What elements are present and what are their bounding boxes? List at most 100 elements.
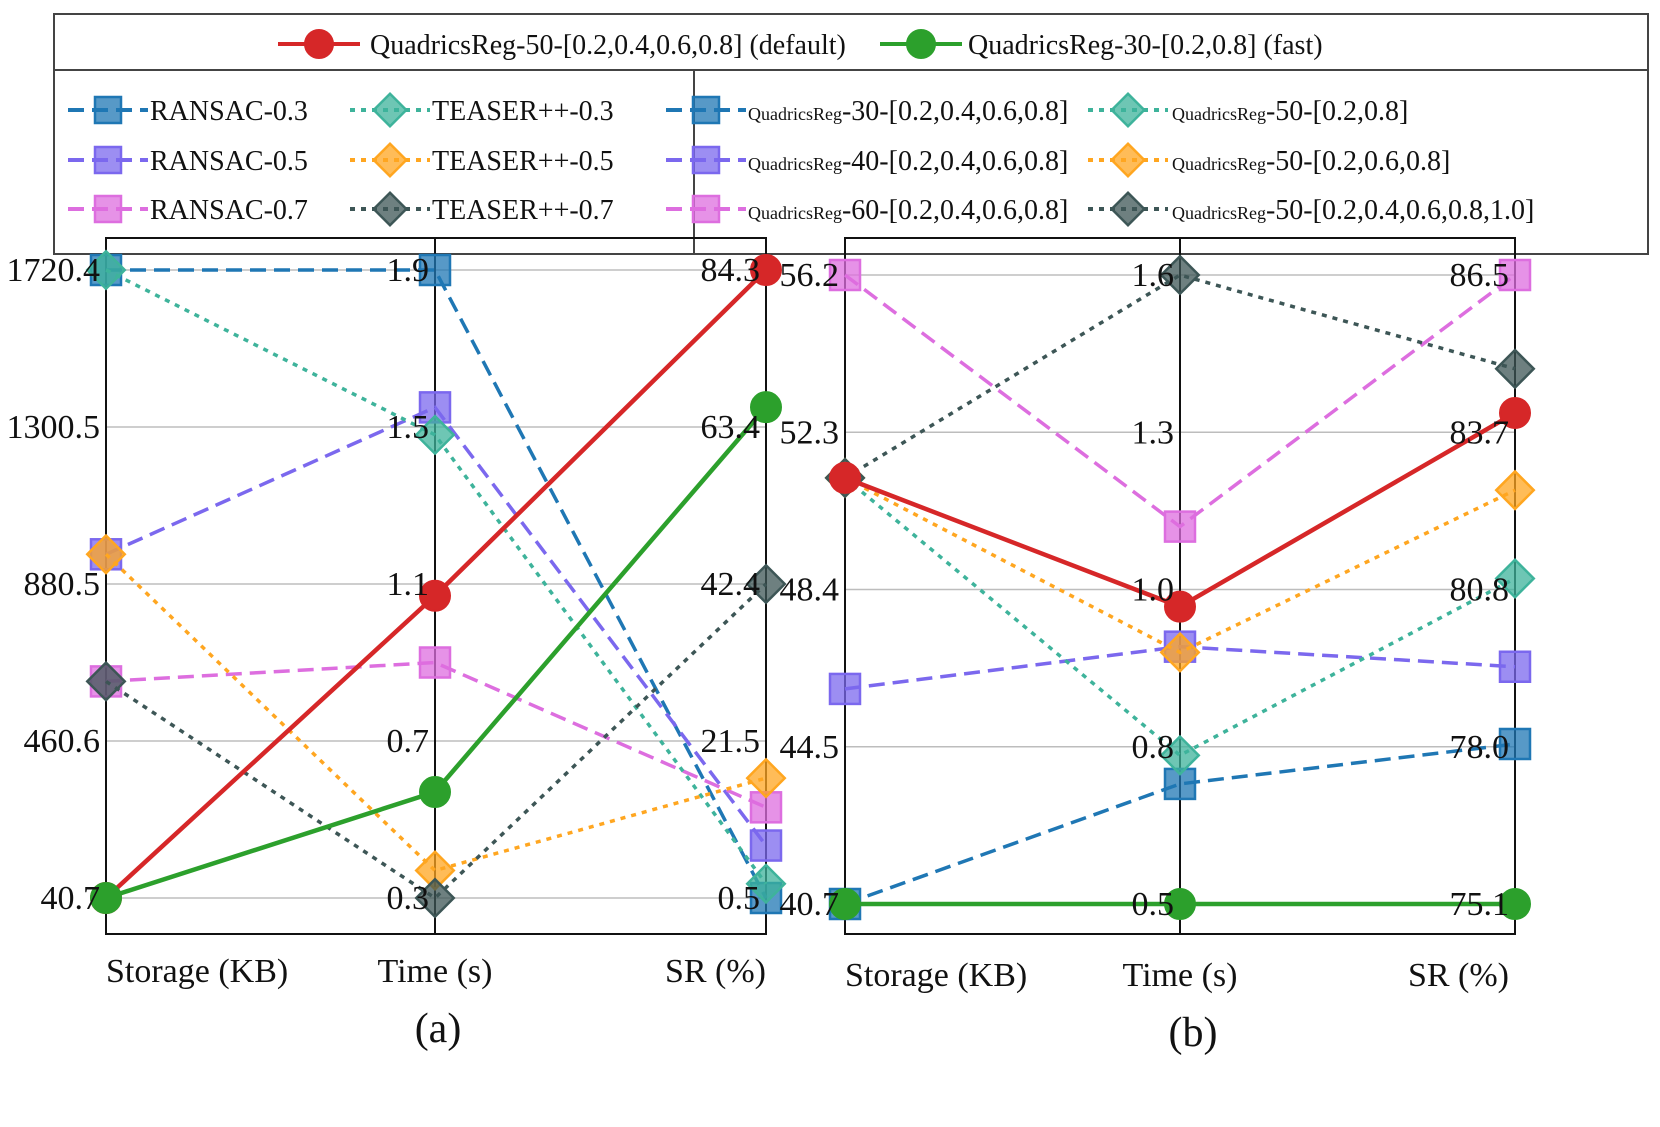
panel-a-point-storage-kb-shape xyxy=(85,660,127,702)
legend-item-quadricsreg-30-0-2-0-4-0-6-0-8-label: QuadricsReg-30-[0.2,0.4,0.6,0.8] xyxy=(748,96,1068,127)
legend-item-quadricsreg-50-0-2-0-8-label-suffix: -50-[0.2,0.8] xyxy=(1266,96,1408,127)
panel-a-point-time-s xyxy=(418,253,452,287)
panel-a-tick-label: 0.7 xyxy=(387,723,430,760)
legend-item-ransac-0-3-marker xyxy=(93,95,123,125)
legend-item-quadricsreg-30-0-2-0-4-0-6-0-8-marker xyxy=(691,95,721,125)
panel-b-tick-label: 78.0 xyxy=(1450,729,1510,766)
panel-b-point-sr-shape xyxy=(1494,348,1536,390)
legend-item-quadricsreg-50-0-2-0-4-0-6-0-8-default-marker xyxy=(304,29,334,59)
panel-a-point-sr xyxy=(749,829,783,862)
legend-item-ransac-0-7-sample xyxy=(68,194,148,224)
panel-a-point-time-s xyxy=(414,877,456,919)
legend-item-teaser-0-7-marker xyxy=(371,190,409,228)
legend-item-teaser-0-5-marker-shape xyxy=(371,141,409,179)
panel-b-tick-label: 83.7 xyxy=(1450,414,1510,451)
panel-b-axis-name-storage-kb: Storage (KB) xyxy=(845,957,1027,994)
panel-a-series-line xyxy=(105,660,767,809)
legend-item-quadricsreg-50-0-2-0-8-marker xyxy=(1109,91,1147,129)
panel-a-series-quadricsreg-30-0-2-0-8-fast xyxy=(90,391,782,914)
panel-b-series-line xyxy=(843,476,1516,758)
legend-item-quadricsreg-50-0-2-0-4-0-6-0-8-default-sample xyxy=(278,29,360,59)
panel-b-tick-label: 40.7 xyxy=(780,886,840,923)
legend-item-teaser-0-7-label: TEASER++-0.7 xyxy=(432,195,614,226)
legend-item-ransac-0-7-marker xyxy=(93,194,123,224)
legend-item-ransac-0-7-label: RANSAC-0.7 xyxy=(150,195,308,226)
panel-b-point-time-s-shape xyxy=(1159,254,1201,296)
panel-b: 40.7 44.5 48.4 52.3 56.2 0.5 0.8 1.0 1.3 1.6 75.1 7… xyxy=(780,237,1536,1056)
panel-b-point-time-s xyxy=(1159,734,1201,776)
panel-a-point-storage-kb xyxy=(85,660,127,702)
legend-item-quadricsreg-30-0-2-0-8-fast-sample xyxy=(880,29,962,59)
panel-b-point-sr-shape xyxy=(1498,258,1532,292)
panel-b-axis-name-sr: SR (%) xyxy=(1408,957,1509,994)
panel-a-point-sr xyxy=(750,391,782,424)
legend-item-ransac-0-5-label: RANSAC-0.5 xyxy=(150,146,308,177)
panel-a-point-time-s xyxy=(418,646,452,679)
panel-b-point-time-s xyxy=(1159,254,1201,296)
panel-a-tick-label: 0.5 xyxy=(718,880,761,917)
panel-a-point-sr-shape xyxy=(745,757,787,799)
legend-item-quadricsreg-50-0-2-0-4-0-6-0-8-1-0-label-suffix: -50-[0.2,0.4,0.6,0.8,1.0] xyxy=(1266,195,1534,226)
legend-item-quadricsreg-30-0-2-0-4-0-6-0-8-marker-shape xyxy=(691,95,721,125)
panel-b-point-sr xyxy=(1498,727,1532,761)
legend-item-teaser-0-3-sample xyxy=(350,91,430,129)
legend-item-ransac-0-5-marker-shape xyxy=(93,145,123,175)
panel-b-point-time-s-shape xyxy=(1163,510,1197,543)
panel-b-point-storage-kb-shape xyxy=(828,672,862,706)
panel-b-tick-label: 1.0 xyxy=(1132,572,1175,609)
panel-a-tick-label: 40.7 xyxy=(41,880,101,917)
panel-b-tick-label: 44.5 xyxy=(780,729,840,766)
panel-a-point-time-s xyxy=(414,414,456,456)
legend-item-quadricsreg-40-0-2-0-4-0-6-0-8-marker xyxy=(691,145,721,175)
panel-b-tick-label: 0.5 xyxy=(1132,886,1175,923)
panel-b-point-storage-kb xyxy=(828,672,862,706)
panel-a-series-line xyxy=(106,268,768,899)
panel-a-point-time-s xyxy=(419,776,451,809)
panel-a-tick-label: 1300.5 xyxy=(7,409,101,446)
legend-item-teaser-0-5-marker xyxy=(371,141,409,179)
panel-a-point-storage-kb xyxy=(85,533,127,575)
panel-a-tick-label: 460.6 xyxy=(24,723,101,760)
legend-item-quadricsreg-50-0-2-0-4-0-6-0-8-1-0-label-prefix: QuadricsReg xyxy=(1172,203,1266,223)
panel-b-tick-label: 1.6 xyxy=(1132,257,1175,294)
legend-item-quadricsreg-50-0-2-0-4-0-6-0-8-1-0-marker xyxy=(1109,190,1147,228)
legend-item-teaser-0-3-label: TEASER++-0.3 xyxy=(432,96,614,127)
panel-a-axis-name-storage-kb: Storage (KB) xyxy=(106,953,288,990)
panel-a: 40.7 460.6 880.5 1300.5 1720.4 0.3 0.7 1.1 1.5 1.… xyxy=(7,237,787,1052)
legend-item-teaser-0-5-sample xyxy=(350,141,430,179)
panel-b-point-storage-kb-shape xyxy=(828,258,862,292)
panel-a-point-sr xyxy=(745,563,787,605)
legend-item-ransac-0-5-sample xyxy=(68,145,148,175)
legend-item-quadricsreg-40-0-2-0-4-0-6-0-8-label-suffix: -40-[0.2,0.4,0.6,0.8] xyxy=(842,146,1068,177)
panel-b-tick-label: 48.4 xyxy=(780,572,840,609)
panel-a-tick-label: 63.4 xyxy=(701,409,761,446)
panel-a-point-sr xyxy=(745,863,787,905)
panel-a-point-time-s xyxy=(419,579,451,612)
legend-item-teaser-0-3-marker-shape xyxy=(371,91,409,129)
panel-a-label: (a) xyxy=(415,1006,462,1052)
panel-b-point-storage-kb xyxy=(829,461,861,494)
panel-b-point-sr xyxy=(1494,557,1536,599)
panel-a-tick-label: 84.3 xyxy=(701,252,761,289)
panel-a-point-sr-shape xyxy=(745,563,787,605)
panel-a-axis-name-time-s: Time (s) xyxy=(378,953,493,990)
legend-item-quadricsreg-50-0-2-0-4-0-6-0-8-1-0-marker-shape xyxy=(1109,190,1147,228)
panel-b-tick-label: 75.1 xyxy=(1450,886,1510,923)
legend-item-quadricsreg-50-0-2-0-4-0-6-0-8-1-0-sample xyxy=(1088,190,1168,228)
legend-item-ransac-0-3-marker-shape xyxy=(93,95,123,125)
legend-item-quadricsreg-30-0-2-0-8-fast-label: QuadricsReg-30-[0.2,0.8] (fast) xyxy=(968,30,1323,61)
panel-b-point-sr xyxy=(1498,650,1532,683)
panel-b-point-storage-kb xyxy=(828,258,862,292)
panel-b-label: (b) xyxy=(1169,1010,1218,1056)
panel-b-series-quadricsreg-50-0-2-0-4-0-6-0-8-default xyxy=(829,396,1531,623)
panel-a-point-sr xyxy=(750,254,782,286)
legend-item-quadricsreg-40-0-2-0-4-0-6-0-8-label: QuadricsReg-40-[0.2,0.4,0.6,0.8] xyxy=(748,146,1068,177)
legend-item-quadricsreg-60-0-2-0-4-0-6-0-8-marker-shape xyxy=(691,194,721,224)
panel-b-point-sr xyxy=(1499,396,1531,429)
panel-a-point-storage-kb xyxy=(90,882,122,914)
panel-a-tick-label: 21.5 xyxy=(701,723,761,760)
legend-item-quadricsreg-40-0-2-0-4-0-6-0-8-sample xyxy=(666,145,746,175)
legend-item-quadricsreg-50-0-2-0-8-marker-shape xyxy=(1109,91,1147,129)
panel-b-point-sr-shape xyxy=(1494,469,1536,511)
